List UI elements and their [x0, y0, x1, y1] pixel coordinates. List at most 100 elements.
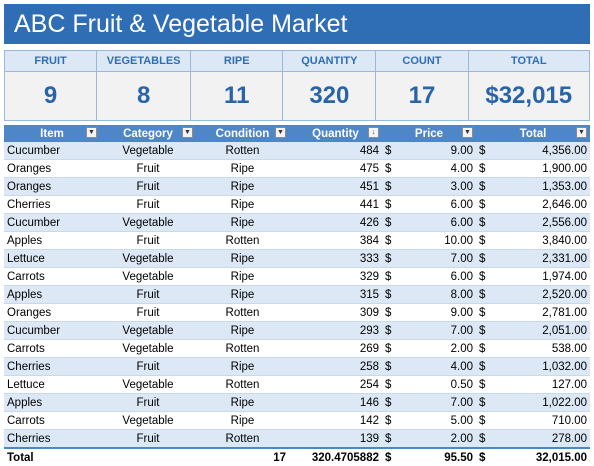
cell-condition[interactable]: Rotten [196, 375, 289, 394]
cell-item[interactable]: Oranges [4, 303, 100, 322]
cell-category[interactable]: Fruit [100, 303, 196, 322]
cell-price[interactable]: $7.00 [382, 249, 476, 268]
cell-condition[interactable]: Ripe [196, 177, 289, 196]
filter-dropdown-icon[interactable]: ▼ [462, 127, 473, 138]
cell-quantity[interactable]: 309 [289, 303, 382, 322]
column-header-quantity[interactable]: Quantity ↓ [289, 125, 382, 142]
total-quantity[interactable]: 320.4705882 [289, 447, 382, 466]
cell-quantity[interactable]: 426 [289, 213, 382, 232]
cell-item[interactable]: Cherries [4, 357, 100, 376]
column-header-category[interactable]: Category ▼ [100, 125, 196, 142]
cell-price[interactable]: $4.00 [382, 159, 476, 178]
cell-condition[interactable]: Ripe [196, 393, 289, 412]
cell-condition[interactable]: Ripe [196, 195, 289, 214]
filter-dropdown-icon[interactable]: ▼ [275, 127, 286, 138]
cell-quantity[interactable]: 333 [289, 249, 382, 268]
cell-total[interactable]: $2,556.00 [476, 213, 590, 232]
cell-total[interactable]: $2,520.00 [476, 285, 590, 304]
cell-condition[interactable]: Ripe [196, 213, 289, 232]
cell-item[interactable]: Carrots [4, 411, 100, 430]
total-total[interactable]: $32,015.00 [476, 447, 590, 466]
cell-quantity[interactable]: 146 [289, 393, 382, 412]
cell-quantity[interactable]: 329 [289, 267, 382, 286]
total-price[interactable]: $95.50 [382, 447, 476, 466]
cell-condition[interactable]: Ripe [196, 249, 289, 268]
cell-total[interactable]: $538.00 [476, 339, 590, 358]
cell-condition[interactable]: Rotten [196, 429, 289, 449]
column-header-item[interactable]: Item ▼ [4, 125, 100, 142]
cell-category[interactable]: Vegetable [100, 213, 196, 232]
cell-quantity[interactable]: 142 [289, 411, 382, 430]
kpi-value[interactable]: 8 [97, 72, 191, 120]
cell-item[interactable]: Apples [4, 285, 100, 304]
total-label[interactable]: Total [4, 447, 100, 466]
cell-total[interactable]: $3,840.00 [476, 231, 590, 250]
cell-category[interactable]: Fruit [100, 177, 196, 196]
cell-condition[interactable]: Rotten [196, 339, 289, 358]
cell-quantity[interactable]: 258 [289, 357, 382, 376]
filter-dropdown-icon[interactable]: ▼ [576, 127, 587, 138]
cell-item[interactable]: Apples [4, 231, 100, 250]
cell-quantity[interactable]: 254 [289, 375, 382, 394]
cell-category[interactable]: Fruit [100, 393, 196, 412]
cell-total[interactable]: $2,781.00 [476, 303, 590, 322]
cell-quantity[interactable]: 139 [289, 429, 382, 449]
cell-price[interactable]: $7.00 [382, 393, 476, 412]
cell-item[interactable]: Cherries [4, 195, 100, 214]
cell-item[interactable]: Apples [4, 393, 100, 412]
cell-item[interactable]: Carrots [4, 267, 100, 286]
cell-condition[interactable]: Ripe [196, 159, 289, 178]
cell-condition[interactable]: Ripe [196, 267, 289, 286]
cell-quantity[interactable]: 315 [289, 285, 382, 304]
cell-total[interactable]: $1,022.00 [476, 393, 590, 412]
cell-quantity[interactable]: 484 [289, 142, 382, 160]
cell-condition[interactable]: Ripe [196, 285, 289, 304]
cell-category[interactable]: Fruit [100, 357, 196, 376]
cell-price[interactable]: $2.00 [382, 339, 476, 358]
cell-total[interactable]: $2,331.00 [476, 249, 590, 268]
sort-descending-icon[interactable]: ↓ [368, 127, 379, 138]
kpi-value[interactable]: 320 [283, 72, 376, 120]
cell-item[interactable]: Oranges [4, 159, 100, 178]
cell-total[interactable]: $1,974.00 [476, 267, 590, 286]
table-cell[interactable] [100, 447, 196, 466]
cell-item[interactable]: Cucumber [4, 213, 100, 232]
cell-category[interactable]: Vegetable [100, 321, 196, 340]
cell-price[interactable]: $7.00 [382, 321, 476, 340]
filter-dropdown-icon[interactable]: ▼ [86, 127, 97, 138]
cell-category[interactable]: Vegetable [100, 249, 196, 268]
cell-price[interactable]: $0.50 [382, 375, 476, 394]
cell-category[interactable]: Vegetable [100, 142, 196, 160]
total-condition-count[interactable]: 17 [196, 447, 289, 466]
cell-price[interactable]: $9.00 [382, 142, 476, 160]
cell-category[interactable]: Vegetable [100, 267, 196, 286]
cell-condition[interactable]: Ripe [196, 321, 289, 340]
cell-total[interactable]: $2,051.00 [476, 321, 590, 340]
column-header-condition[interactable]: Condition ▼ [196, 125, 289, 142]
cell-total[interactable]: $1,353.00 [476, 177, 590, 196]
cell-category[interactable]: Fruit [100, 285, 196, 304]
kpi-value[interactable]: $32,015 [468, 72, 589, 120]
cell-item[interactable]: Lettuce [4, 375, 100, 394]
cell-condition[interactable]: Rotten [196, 142, 289, 160]
cell-category[interactable]: Fruit [100, 429, 196, 449]
cell-quantity[interactable]: 441 [289, 195, 382, 214]
cell-total[interactable]: $1,900.00 [476, 159, 590, 178]
cell-total[interactable]: $710.00 [476, 411, 590, 430]
cell-item[interactable]: Oranges [4, 177, 100, 196]
cell-price[interactable]: $2.00 [382, 429, 476, 449]
cell-item[interactable]: Carrots [4, 339, 100, 358]
cell-price[interactable]: $4.00 [382, 357, 476, 376]
cell-category[interactable]: Fruit [100, 195, 196, 214]
cell-category[interactable]: Vegetable [100, 411, 196, 430]
cell-quantity[interactable]: 384 [289, 231, 382, 250]
cell-price[interactable]: $5.00 [382, 411, 476, 430]
cell-quantity[interactable]: 475 [289, 159, 382, 178]
cell-total[interactable]: $127.00 [476, 375, 590, 394]
cell-category[interactable]: Fruit [100, 159, 196, 178]
filter-dropdown-icon[interactable]: ▼ [182, 127, 193, 138]
kpi-value[interactable]: 9 [5, 72, 97, 120]
cell-item[interactable]: Cherries [4, 429, 100, 449]
cell-category[interactable]: Fruit [100, 231, 196, 250]
cell-item[interactable]: Cucumber [4, 321, 100, 340]
